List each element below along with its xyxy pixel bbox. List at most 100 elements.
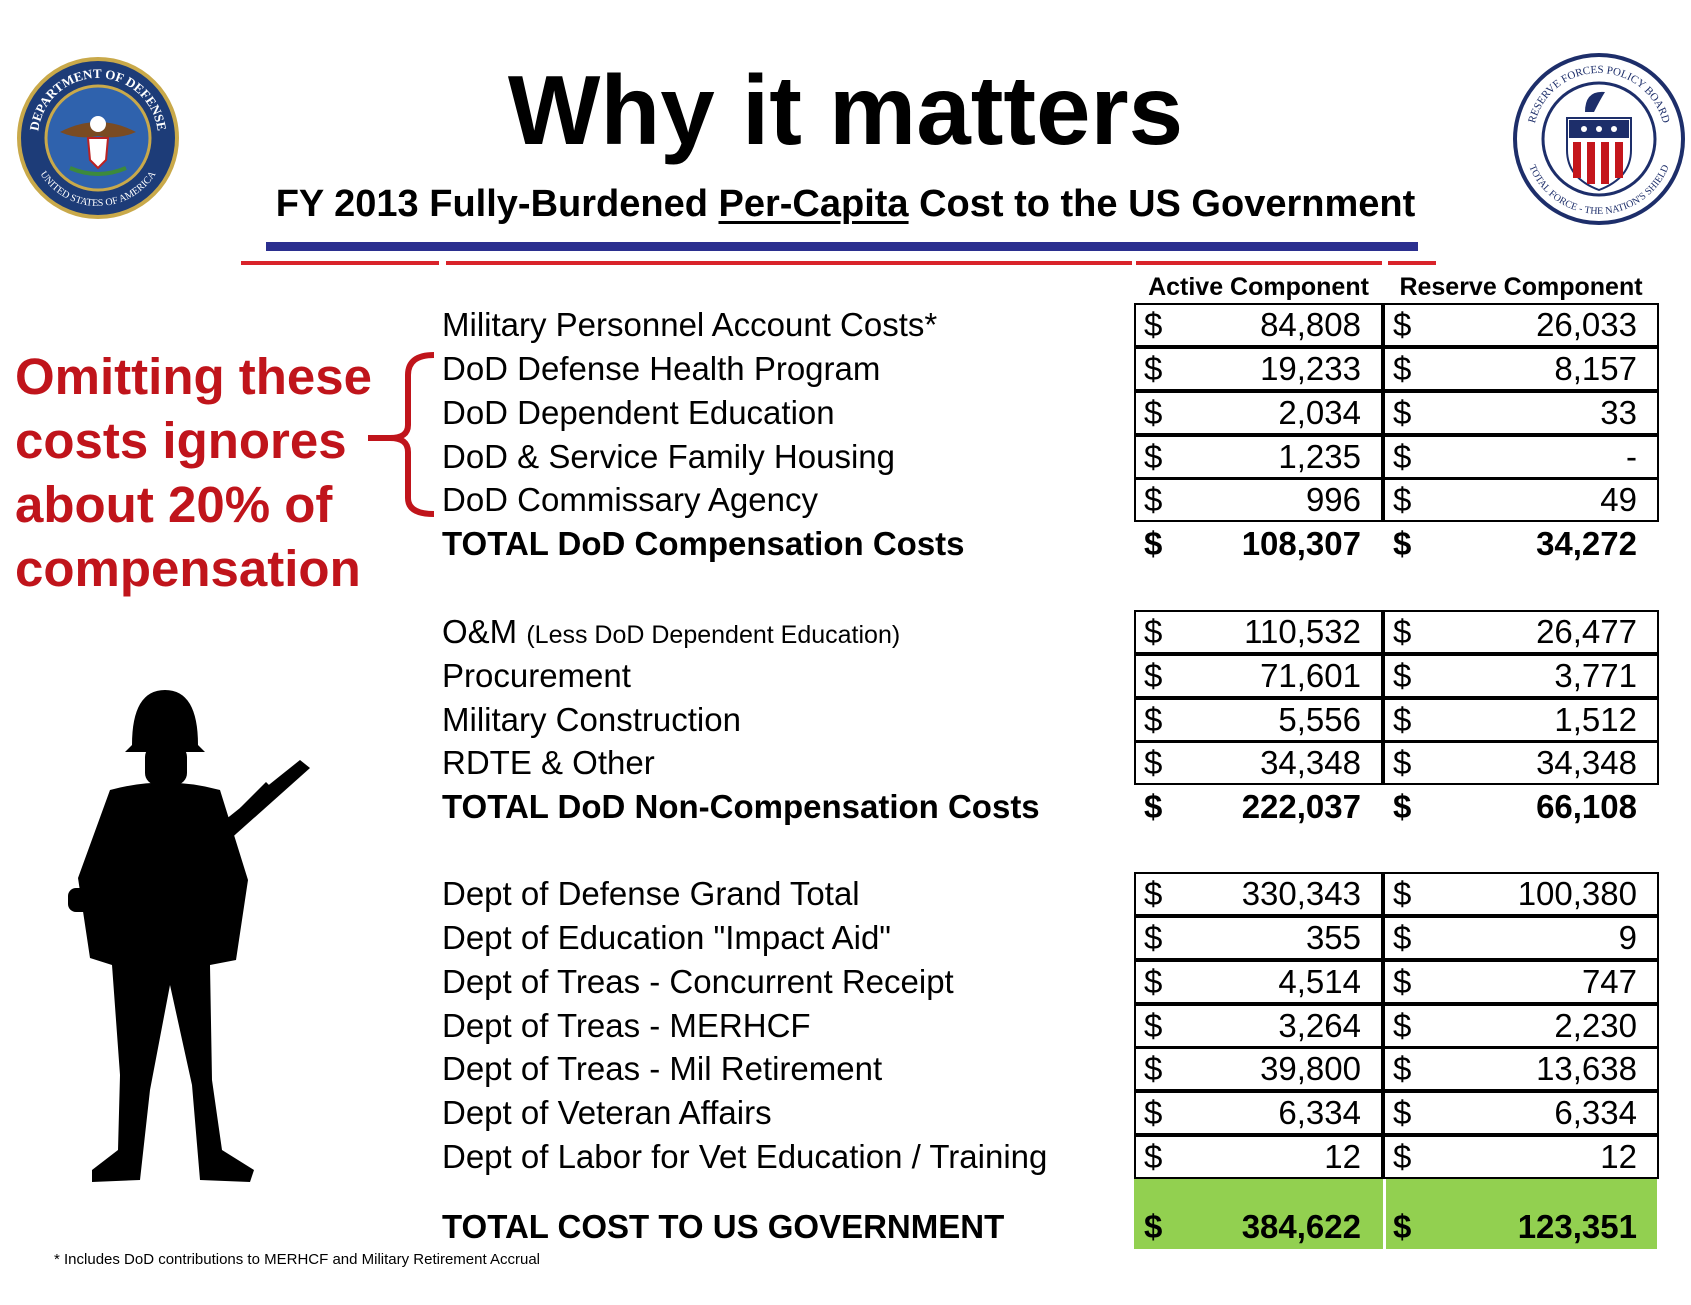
row-label: Dept of Education "Impact Aid" [442,919,892,957]
cell-value: 1,235 [1278,437,1361,475]
currency: $ [1144,788,1163,826]
row-label: Dept of Treas - Concurrent Receipt [442,962,954,1000]
cell-value: 12 [1324,1138,1361,1176]
currency: $ [1393,525,1412,563]
row-label: Dept of Labor for Vet Education / Traini… [442,1138,1048,1176]
currency: $ [1144,1138,1163,1176]
cell-value: 123,351 [1517,1208,1637,1246]
row-label-note: (Less DoD Dependent Education) [526,620,901,649]
subtitle-tail: Cost to the US Government [908,183,1416,225]
cell-box [1134,434,1383,479]
dod-seal: DEPARTMENT OF DEFENSE UNITED STATES OF A… [17,57,179,219]
currency: $ [1144,1094,1163,1132]
cell-value: 26,477 [1536,612,1637,650]
subtitle-emphasis: Per-Capita [718,183,909,225]
currency: $ [1393,393,1412,431]
currency: $ [1144,1050,1163,1088]
row-label: DoD Commissary Agency [442,481,818,519]
row-label: Procurement [442,656,631,694]
cell-value: 49 [1600,481,1637,519]
cell-value: 6,334 [1278,1094,1361,1132]
cell-value: 2,034 [1278,393,1361,431]
currency: $ [1144,349,1163,387]
currency: $ [1393,1094,1412,1132]
cell-box [1134,1003,1383,1048]
cell-box [1383,303,1659,348]
cell-value: 12 [1600,1138,1637,1176]
column-header: Active Component [1148,273,1369,302]
cell-box [1383,872,1659,917]
cell-value: 26,033 [1536,306,1637,344]
soldier-silhouette [68,690,310,1182]
cell-value: 996 [1305,481,1361,519]
cell-value: 33 [1600,393,1637,431]
title: Why it matters [507,55,1184,165]
cell-value: 4,514 [1278,962,1361,1000]
cell-box [1383,346,1659,391]
cell-value: 384,622 [1241,1208,1361,1246]
cell-value: 1,512 [1554,700,1637,738]
cell-box [1134,916,1383,961]
grand-total-fill [1386,1179,1657,1249]
cell-value: 66,108 [1536,788,1637,826]
cell-box [1134,478,1383,523]
currency: $ [1393,1050,1412,1088]
currency: $ [1393,744,1412,782]
row-label: DoD Defense Health Program [442,349,881,387]
cell-box [1383,1003,1659,1048]
cell-value: 8,157 [1554,349,1637,387]
cell-box [1383,434,1659,479]
currency: $ [1144,481,1163,519]
cell-box [1383,653,1659,698]
currency: $ [1393,656,1412,694]
cell-box [1134,390,1383,435]
cell-value: 110,532 [1244,612,1361,650]
row-label: Dept of Treas - MERHCF [442,1006,811,1044]
callout-line: Omitting these [15,348,373,406]
cell-box [1134,346,1383,391]
cell-box [1383,1047,1659,1092]
grand-total-fill [1134,1179,1383,1249]
cell-box [1134,653,1383,698]
cell-value: 747 [1581,962,1637,1000]
currency: $ [1144,525,1163,563]
currency: $ [1393,612,1412,650]
row-label: Dept of Defense Grand Total [442,875,860,913]
cell-value: 13,638 [1536,1050,1637,1088]
row-label-main: O&M [442,612,518,650]
cell-value: 39,800 [1260,1050,1361,1088]
callout-line: costs ignores [15,412,347,470]
currency: $ [1393,349,1412,387]
cell-value: 5,556 [1278,700,1361,738]
cell-value: 108,307 [1241,525,1361,563]
rfpb-seal: RESERVE FORCES POLICY BOARD TOTAL FORCE … [1513,53,1685,225]
cell-value: 330,343 [1241,875,1361,913]
currency: $ [1144,656,1163,694]
blue-rule [266,242,1418,251]
grand-total-label: TOTAL COST TO US GOVERNMENT [442,1208,1005,1246]
row-label: RDTE & Other [442,744,655,782]
cell-box [1134,303,1383,348]
currency: $ [1393,481,1412,519]
currency: $ [1393,437,1412,475]
cell-value: 34,348 [1536,744,1637,782]
row-label: O&M (Less DoD Dependent Education) [442,612,900,655]
cell-value: 19,233 [1260,349,1361,387]
cell-value: 34,272 [1536,525,1637,563]
row-label: Military Construction [442,700,741,738]
subtitle: FY 2013 Fully-Burdened Per-Capita Cost t… [0,182,1691,226]
currency: $ [1393,700,1412,738]
cell-value: 3,771 [1554,656,1637,694]
cell-box [1134,697,1383,742]
cell-value: 71,601 [1260,656,1361,694]
total-label: TOTAL DoD Non-Compensation Costs [442,788,1040,826]
cell-box [1383,1091,1659,1136]
currency: $ [1144,700,1163,738]
currency: $ [1393,1208,1412,1246]
cell-box [1134,609,1383,654]
cell-box [1383,916,1659,961]
cell-box [1134,1091,1383,1136]
cell-box [1383,1135,1659,1180]
currency: $ [1393,919,1412,957]
cell-value: 84,808 [1260,306,1361,344]
